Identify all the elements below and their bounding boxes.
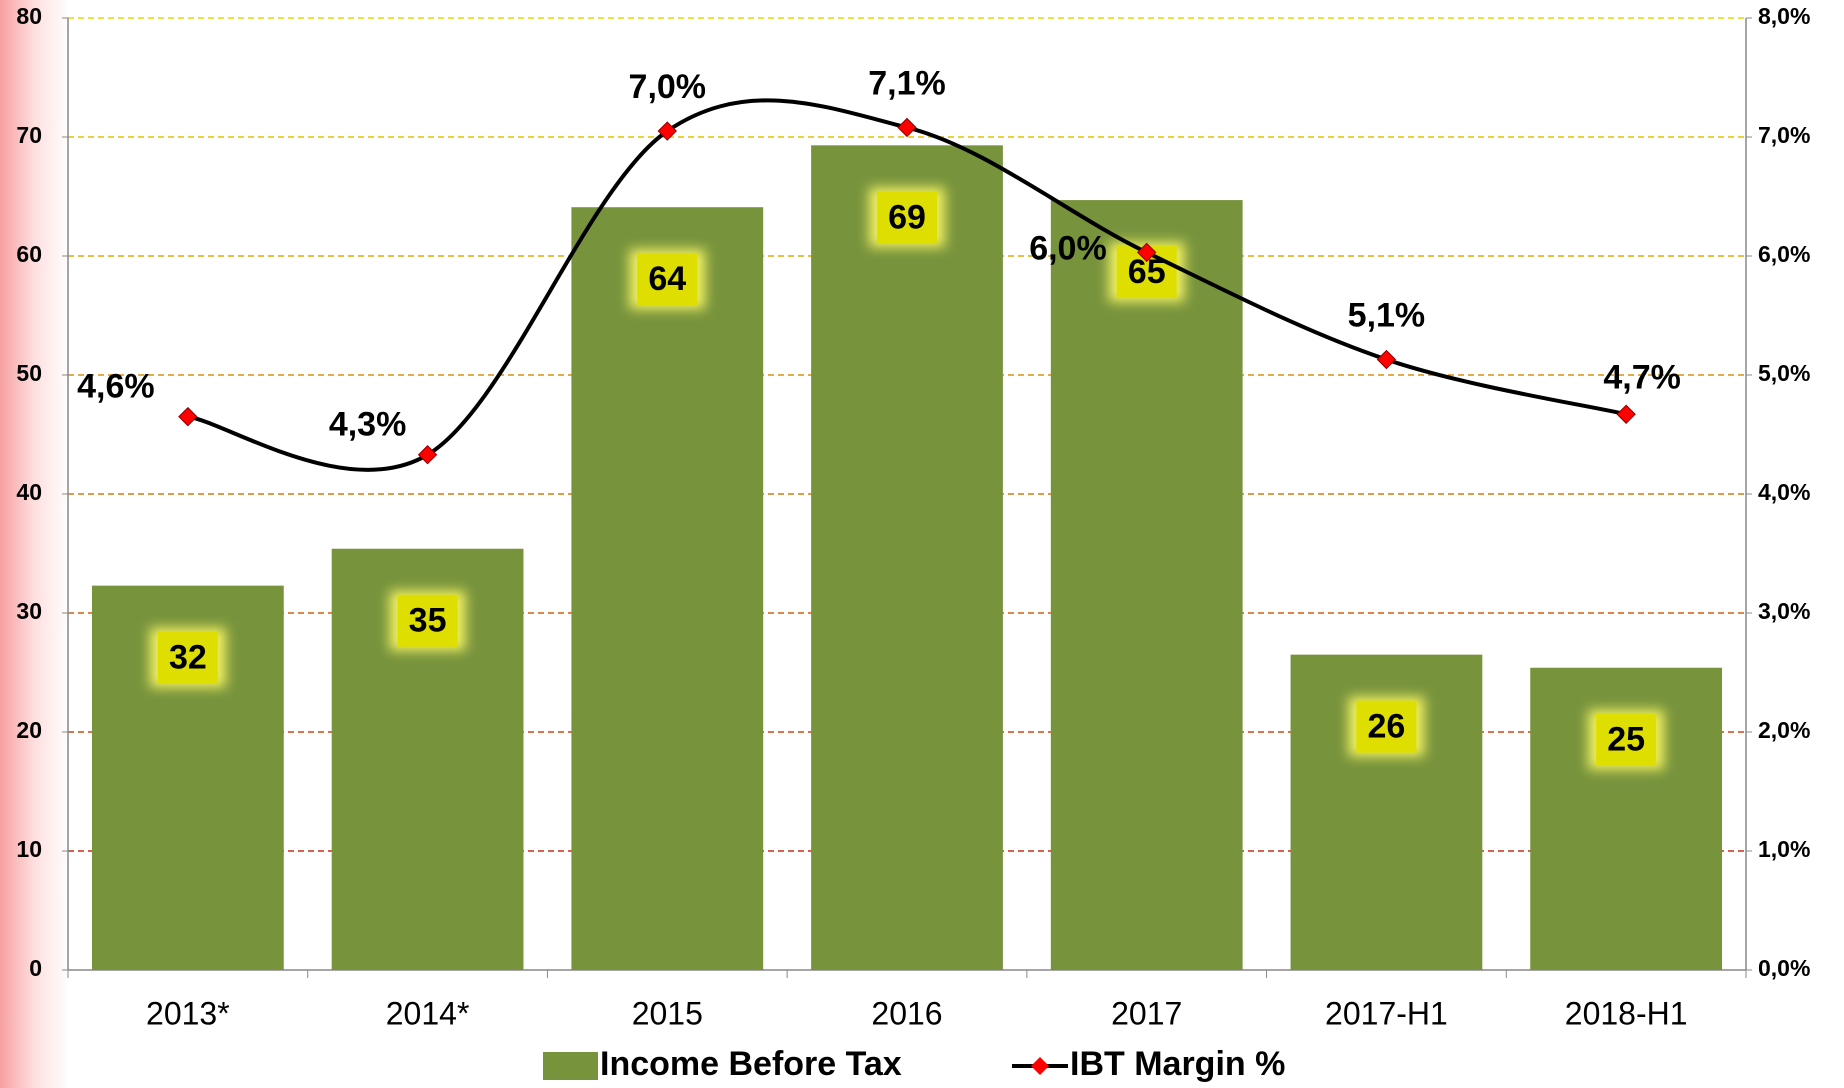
y-tick-label: 30 bbox=[16, 598, 42, 624]
marker bbox=[1376, 349, 1397, 370]
line-value-label: 7,0% bbox=[629, 68, 707, 106]
bar bbox=[571, 207, 764, 970]
bar bbox=[811, 145, 1003, 970]
x-tick-label: 2017-H1 bbox=[1325, 995, 1448, 1031]
line-value-label: 4,6% bbox=[77, 368, 155, 406]
y2-tick-label: 1,0% bbox=[1758, 836, 1810, 862]
legend-label: IBT Margin % bbox=[1070, 1045, 1285, 1083]
y2-tick-label: 0,0% bbox=[1758, 955, 1810, 981]
label-box bbox=[397, 594, 458, 647]
x-tick-label: 2018-H1 bbox=[1565, 995, 1688, 1031]
bar-value-label: 35 bbox=[409, 602, 447, 640]
y-tick-label: 10 bbox=[16, 836, 42, 862]
y-tick-label: 70 bbox=[16, 122, 42, 148]
bar bbox=[1050, 200, 1243, 970]
label-box bbox=[637, 253, 698, 306]
y-tick-label: 20 bbox=[16, 717, 42, 743]
line-value-label: 6,0% bbox=[1029, 229, 1107, 267]
y2-tick-label: 4,0% bbox=[1758, 479, 1810, 505]
bar-value-label: 25 bbox=[1607, 721, 1645, 759]
y2-tick-label: 7,0% bbox=[1758, 122, 1810, 148]
label-box bbox=[1356, 700, 1417, 753]
marker bbox=[897, 117, 917, 138]
bar-value-label: 26 bbox=[1368, 708, 1406, 746]
label-box bbox=[1596, 713, 1657, 766]
legend-swatch bbox=[543, 1052, 598, 1080]
y2-tick-label: 6,0% bbox=[1758, 241, 1810, 267]
legend-marker bbox=[1031, 1057, 1049, 1075]
x-tick-label: 2017 bbox=[1111, 995, 1182, 1031]
y2-tick-label: 8,0% bbox=[1758, 3, 1810, 29]
line-value-label: 5,1% bbox=[1348, 297, 1426, 335]
x-tick-label: 2015 bbox=[632, 995, 703, 1031]
x-tick-label: 2013* bbox=[146, 995, 230, 1031]
marker bbox=[178, 406, 198, 427]
legend-label: Income Before Tax bbox=[600, 1045, 902, 1083]
x-tick-label: 2016 bbox=[871, 995, 942, 1031]
bar-value-label: 64 bbox=[648, 260, 686, 298]
marker bbox=[1137, 242, 1157, 263]
y2-tick-label: 2,0% bbox=[1758, 717, 1810, 743]
y-tick-label: 0 bbox=[29, 955, 42, 981]
y-tick-label: 40 bbox=[16, 479, 42, 505]
y-tick-label: 80 bbox=[16, 3, 42, 29]
edge-decoration bbox=[0, 0, 70, 1088]
line-value-label: 7,1% bbox=[868, 64, 946, 102]
y-tick-label: 60 bbox=[16, 241, 42, 267]
x-tick-label: 2014* bbox=[386, 995, 470, 1031]
line-value-label: 4,3% bbox=[329, 406, 407, 444]
bar-value-label: 69 bbox=[888, 198, 926, 236]
y2-tick-label: 5,0% bbox=[1758, 360, 1810, 386]
label-box bbox=[877, 191, 937, 244]
label-box bbox=[157, 631, 218, 684]
marker bbox=[1616, 404, 1636, 424]
bar-value-label: 32 bbox=[169, 639, 207, 677]
marker bbox=[657, 121, 677, 141]
marker bbox=[417, 445, 438, 465]
line-value-label: 4,7% bbox=[1603, 358, 1681, 396]
y2-tick-label: 3,0% bbox=[1758, 598, 1810, 624]
y-tick-label: 50 bbox=[16, 360, 42, 386]
